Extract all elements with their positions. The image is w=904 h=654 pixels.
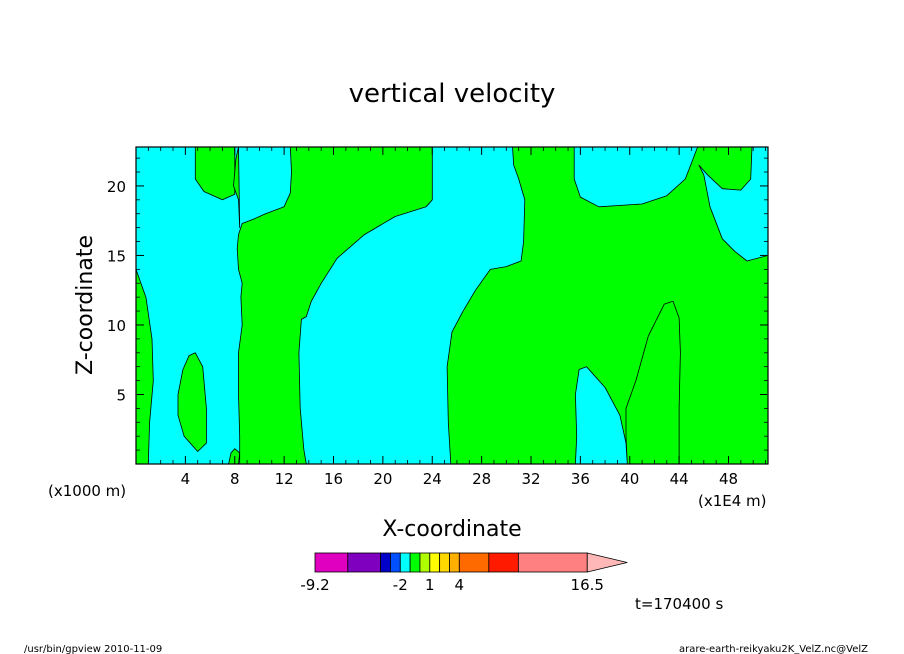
footer-file-info: arare-earth-reikyaku2K_VelZ.nc@VelZ: [679, 644, 868, 654]
y-tick-label: 10: [107, 317, 126, 335]
plot-frame: [135, 146, 769, 465]
x-axis-ticks: 4 8 12 16 20 24 28 32 36 40 44 48: [147, 147, 766, 488]
x-scale-label: (x1E4 m): [698, 492, 767, 510]
colorbar-bin: [347, 552, 381, 573]
x-tick-label: 44: [670, 470, 689, 488]
x-axis-title: X-coordinate: [382, 517, 521, 542]
contour-regions: [135, 146, 769, 465]
colorbar-bin: [399, 552, 411, 573]
x-tick-label: 8: [230, 470, 240, 488]
contour-region-positive-6: [236, 146, 433, 465]
y-tick-label: 20: [107, 178, 126, 196]
colorbar-bin: [458, 552, 490, 573]
colorbar-bin: [429, 552, 441, 573]
colorbar-bin: [449, 552, 460, 573]
colorbar-bin: [390, 552, 401, 573]
chart-title: vertical velocity: [349, 79, 556, 109]
x-tick-label: 24: [423, 470, 442, 488]
colorbar-legend: -9.2 -2 1 4 16.5: [300, 552, 628, 594]
x-tick-label: 48: [719, 470, 738, 488]
footer-command-info: /usr/bin/gpview 2010-11-09: [24, 644, 162, 654]
colorbar-label: -9.2: [300, 576, 329, 594]
y-axis-title: Z-coordinate: [73, 235, 98, 375]
x-tick-label: 28: [472, 470, 491, 488]
y-axis-ticks: 5 10 15 20: [107, 157, 768, 451]
x-tick-label: 16: [324, 470, 343, 488]
x-tick-label: 12: [275, 470, 294, 488]
colorbar-bin: [409, 552, 421, 573]
colorbar-bin: [380, 552, 391, 573]
x-tick-label: 32: [521, 470, 540, 488]
contour-region-positive-2: [177, 352, 207, 452]
x-tick-label: 4: [181, 470, 191, 488]
y-tick-label: 5: [116, 386, 126, 404]
time-label: t=170400 s: [635, 595, 723, 613]
colorbar-label: 4: [455, 576, 465, 594]
colorbar-overflow-arrow: [586, 552, 628, 573]
contour-region-positive-5: [233, 146, 241, 229]
x-tick-label: 40: [620, 470, 639, 488]
colorbar-bin: [488, 552, 519, 573]
contour-region-positive-7: [446, 146, 769, 465]
colorbar-bin: [517, 552, 588, 573]
x-tick-label: 20: [373, 470, 392, 488]
colorbar-bin: [439, 552, 450, 573]
colorbar-bin: [314, 552, 349, 573]
y-tick-label: 15: [107, 247, 126, 265]
colorbar-bin: [419, 552, 431, 573]
x-tick-label: 36: [571, 470, 590, 488]
colorbar-label: 16.5: [571, 576, 604, 594]
colorbar-label: -2: [393, 576, 408, 594]
y-scale-label: (x1000 m): [48, 482, 126, 500]
colorbar-label: 1: [425, 576, 435, 594]
